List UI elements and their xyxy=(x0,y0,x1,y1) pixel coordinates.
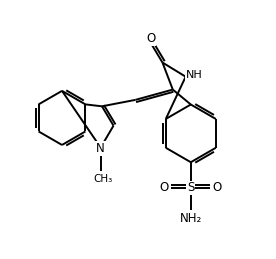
Text: O: O xyxy=(146,32,155,45)
Text: N: N xyxy=(96,142,105,155)
Text: S: S xyxy=(187,182,195,195)
Text: CH₃: CH₃ xyxy=(93,174,112,184)
Text: O: O xyxy=(213,181,222,194)
Text: NH₂: NH₂ xyxy=(180,212,202,225)
Text: O: O xyxy=(160,181,169,194)
Text: NH: NH xyxy=(185,70,202,80)
